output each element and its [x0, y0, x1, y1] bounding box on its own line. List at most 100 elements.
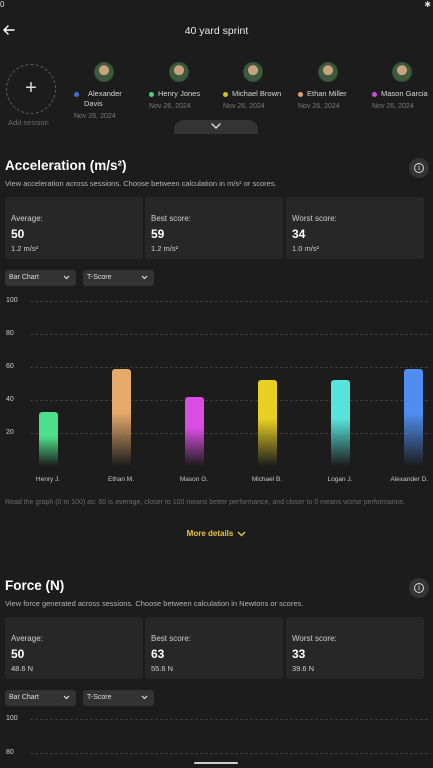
stat-value: 50	[11, 647, 25, 661]
force-best-card: Best score: 63 55.6 N	[145, 617, 283, 679]
stat-label: Average:	[11, 214, 43, 223]
dropdown-label: T-Score	[87, 274, 112, 281]
dropdown-label: Bar Chart	[9, 694, 39, 701]
stat-value: 50	[11, 227, 25, 241]
x-tick-label: Alexander D.	[390, 476, 429, 483]
athlete-name: Ethan Miller	[298, 89, 347, 99]
athlete-name: Michael Brown	[223, 89, 281, 99]
force-score-type-dropdown[interactable]: T-Score	[83, 690, 154, 706]
add-session-button[interactable]: +	[6, 64, 56, 114]
force-y-tick-label: 100	[6, 715, 18, 722]
stat-value: 63	[151, 647, 165, 661]
force-description: View force generated across sessions. Ch…	[5, 599, 304, 608]
athlete-date: Nov 26, 2024	[74, 113, 116, 120]
acceleration-average-card: Average: 50 1.2 m/s²	[5, 197, 143, 259]
avatar	[94, 62, 114, 82]
force-info-button[interactable]: i	[409, 578, 429, 598]
bar-ethan-m[interactable]	[111, 368, 131, 466]
top-bar: 40 yard sprint	[0, 18, 433, 46]
chevron-down-icon	[141, 275, 148, 280]
chevron-down-icon	[63, 275, 70, 280]
dropdown-label: Bar Chart	[9, 274, 39, 281]
color-dot	[372, 91, 377, 97]
chevron-down-icon	[63, 695, 70, 700]
bar-alexander-d[interactable]	[403, 368, 423, 466]
chevron-down-icon	[141, 695, 148, 700]
stat-label: Best score:	[151, 634, 192, 643]
acceleration-description: View acceleration across sessions. Choos…	[5, 179, 277, 188]
dropdown-label: T-Score	[87, 694, 112, 701]
avatar	[169, 62, 189, 82]
force-title: Force (N)	[5, 578, 65, 593]
stat-label: Average:	[11, 634, 43, 643]
athlete-name: Mason Garcia	[372, 89, 428, 99]
force-average-card: Average: 50 48.6 N	[5, 617, 143, 679]
more-details-button[interactable]: More details	[0, 529, 433, 538]
acceleration-best-card: Best score: 59 1.2 m/s²	[145, 197, 283, 259]
bar-logan-j[interactable]	[330, 380, 350, 466]
bar-mason-g[interactable]	[184, 396, 204, 466]
force-worst-card: Worst score: 33 39.6 N	[286, 617, 424, 679]
home-indicator	[194, 762, 238, 764]
stat-sub: 1.2 m/s²	[151, 244, 179, 253]
athlete-date: Nov 26, 2024	[298, 103, 340, 110]
y-tick-label: 60	[6, 363, 14, 370]
athlete-name: Henry Jones	[149, 89, 200, 99]
grid-line	[30, 334, 428, 335]
stat-sub: 48.6 N	[11, 664, 34, 673]
chevron-down-icon	[237, 531, 246, 537]
info-icon: i	[414, 163, 424, 173]
score-type-dropdown[interactable]: T-Score	[83, 270, 154, 286]
stat-label: Best score:	[151, 214, 192, 223]
stat-value: 59	[151, 227, 165, 241]
athlete-date: Nov 26, 2024	[372, 103, 414, 110]
y-tick-label: 80	[6, 330, 14, 337]
force-grid-line	[30, 719, 428, 720]
force-grid-line	[30, 753, 428, 754]
stat-label: Worst score:	[292, 634, 337, 643]
page-title: 40 yard sprint	[184, 25, 249, 37]
chart-type-dropdown[interactable]: Bar Chart	[5, 270, 76, 286]
bar-henry-j[interactable]	[38, 411, 58, 466]
acceleration-info-button[interactable]: i	[409, 158, 429, 178]
grid-line	[30, 433, 428, 434]
chevron-down-icon	[211, 123, 221, 129]
add-session-label: Add session	[8, 118, 49, 127]
plus-icon: +	[25, 77, 37, 99]
stat-sub: 1.2 m/s²	[11, 244, 39, 253]
stat-sub: 39.6 N	[292, 664, 315, 673]
color-dot	[149, 91, 154, 97]
status-bar: 0 ✱	[0, 0, 433, 12]
color-dot	[298, 91, 303, 97]
x-tick-label: Ethan M.	[107, 476, 135, 483]
stat-sub: 55.6 N	[151, 664, 174, 673]
stat-sub: 1.0 m/s²	[292, 244, 320, 253]
x-tick-label: Mason G.	[179, 476, 209, 483]
avatar	[392, 62, 412, 82]
athlete-date: Nov 26, 2024	[223, 103, 265, 110]
color-dot	[223, 91, 228, 97]
stat-label: Worst score:	[292, 214, 337, 223]
chart-reading-note: Read the graph (0 to 100) as: 50 is aver…	[5, 499, 405, 506]
x-tick-label: Michael B.	[251, 476, 283, 483]
avatar	[318, 62, 338, 82]
grid-line	[30, 367, 428, 368]
stat-value: 33	[292, 647, 306, 661]
force-y-tick-label: 80	[6, 749, 14, 756]
stat-value: 34	[292, 227, 306, 241]
bar-michael-b[interactable]	[257, 380, 277, 466]
y-tick-label: 40	[6, 396, 14, 403]
x-tick-label: Logan J.	[327, 476, 353, 483]
back-arrow-icon[interactable]	[2, 23, 16, 37]
athlete-name: Alexander Davis	[74, 89, 122, 109]
y-tick-label: 100	[6, 297, 18, 304]
expand-sessions-button[interactable]	[174, 120, 258, 134]
color-dot	[74, 91, 79, 97]
sessions-row: + Add session Alexander Davis Nov 26, 20…	[0, 58, 433, 130]
acceleration-worst-card: Worst score: 34 1.0 m/s²	[286, 197, 424, 259]
acceleration-title: Acceleration (m/s²)	[5, 158, 127, 173]
force-chart-type-dropdown[interactable]: Bar Chart	[5, 690, 76, 706]
athlete-date: Nov 26, 2024	[149, 103, 191, 110]
y-tick-label: 20	[6, 429, 14, 436]
